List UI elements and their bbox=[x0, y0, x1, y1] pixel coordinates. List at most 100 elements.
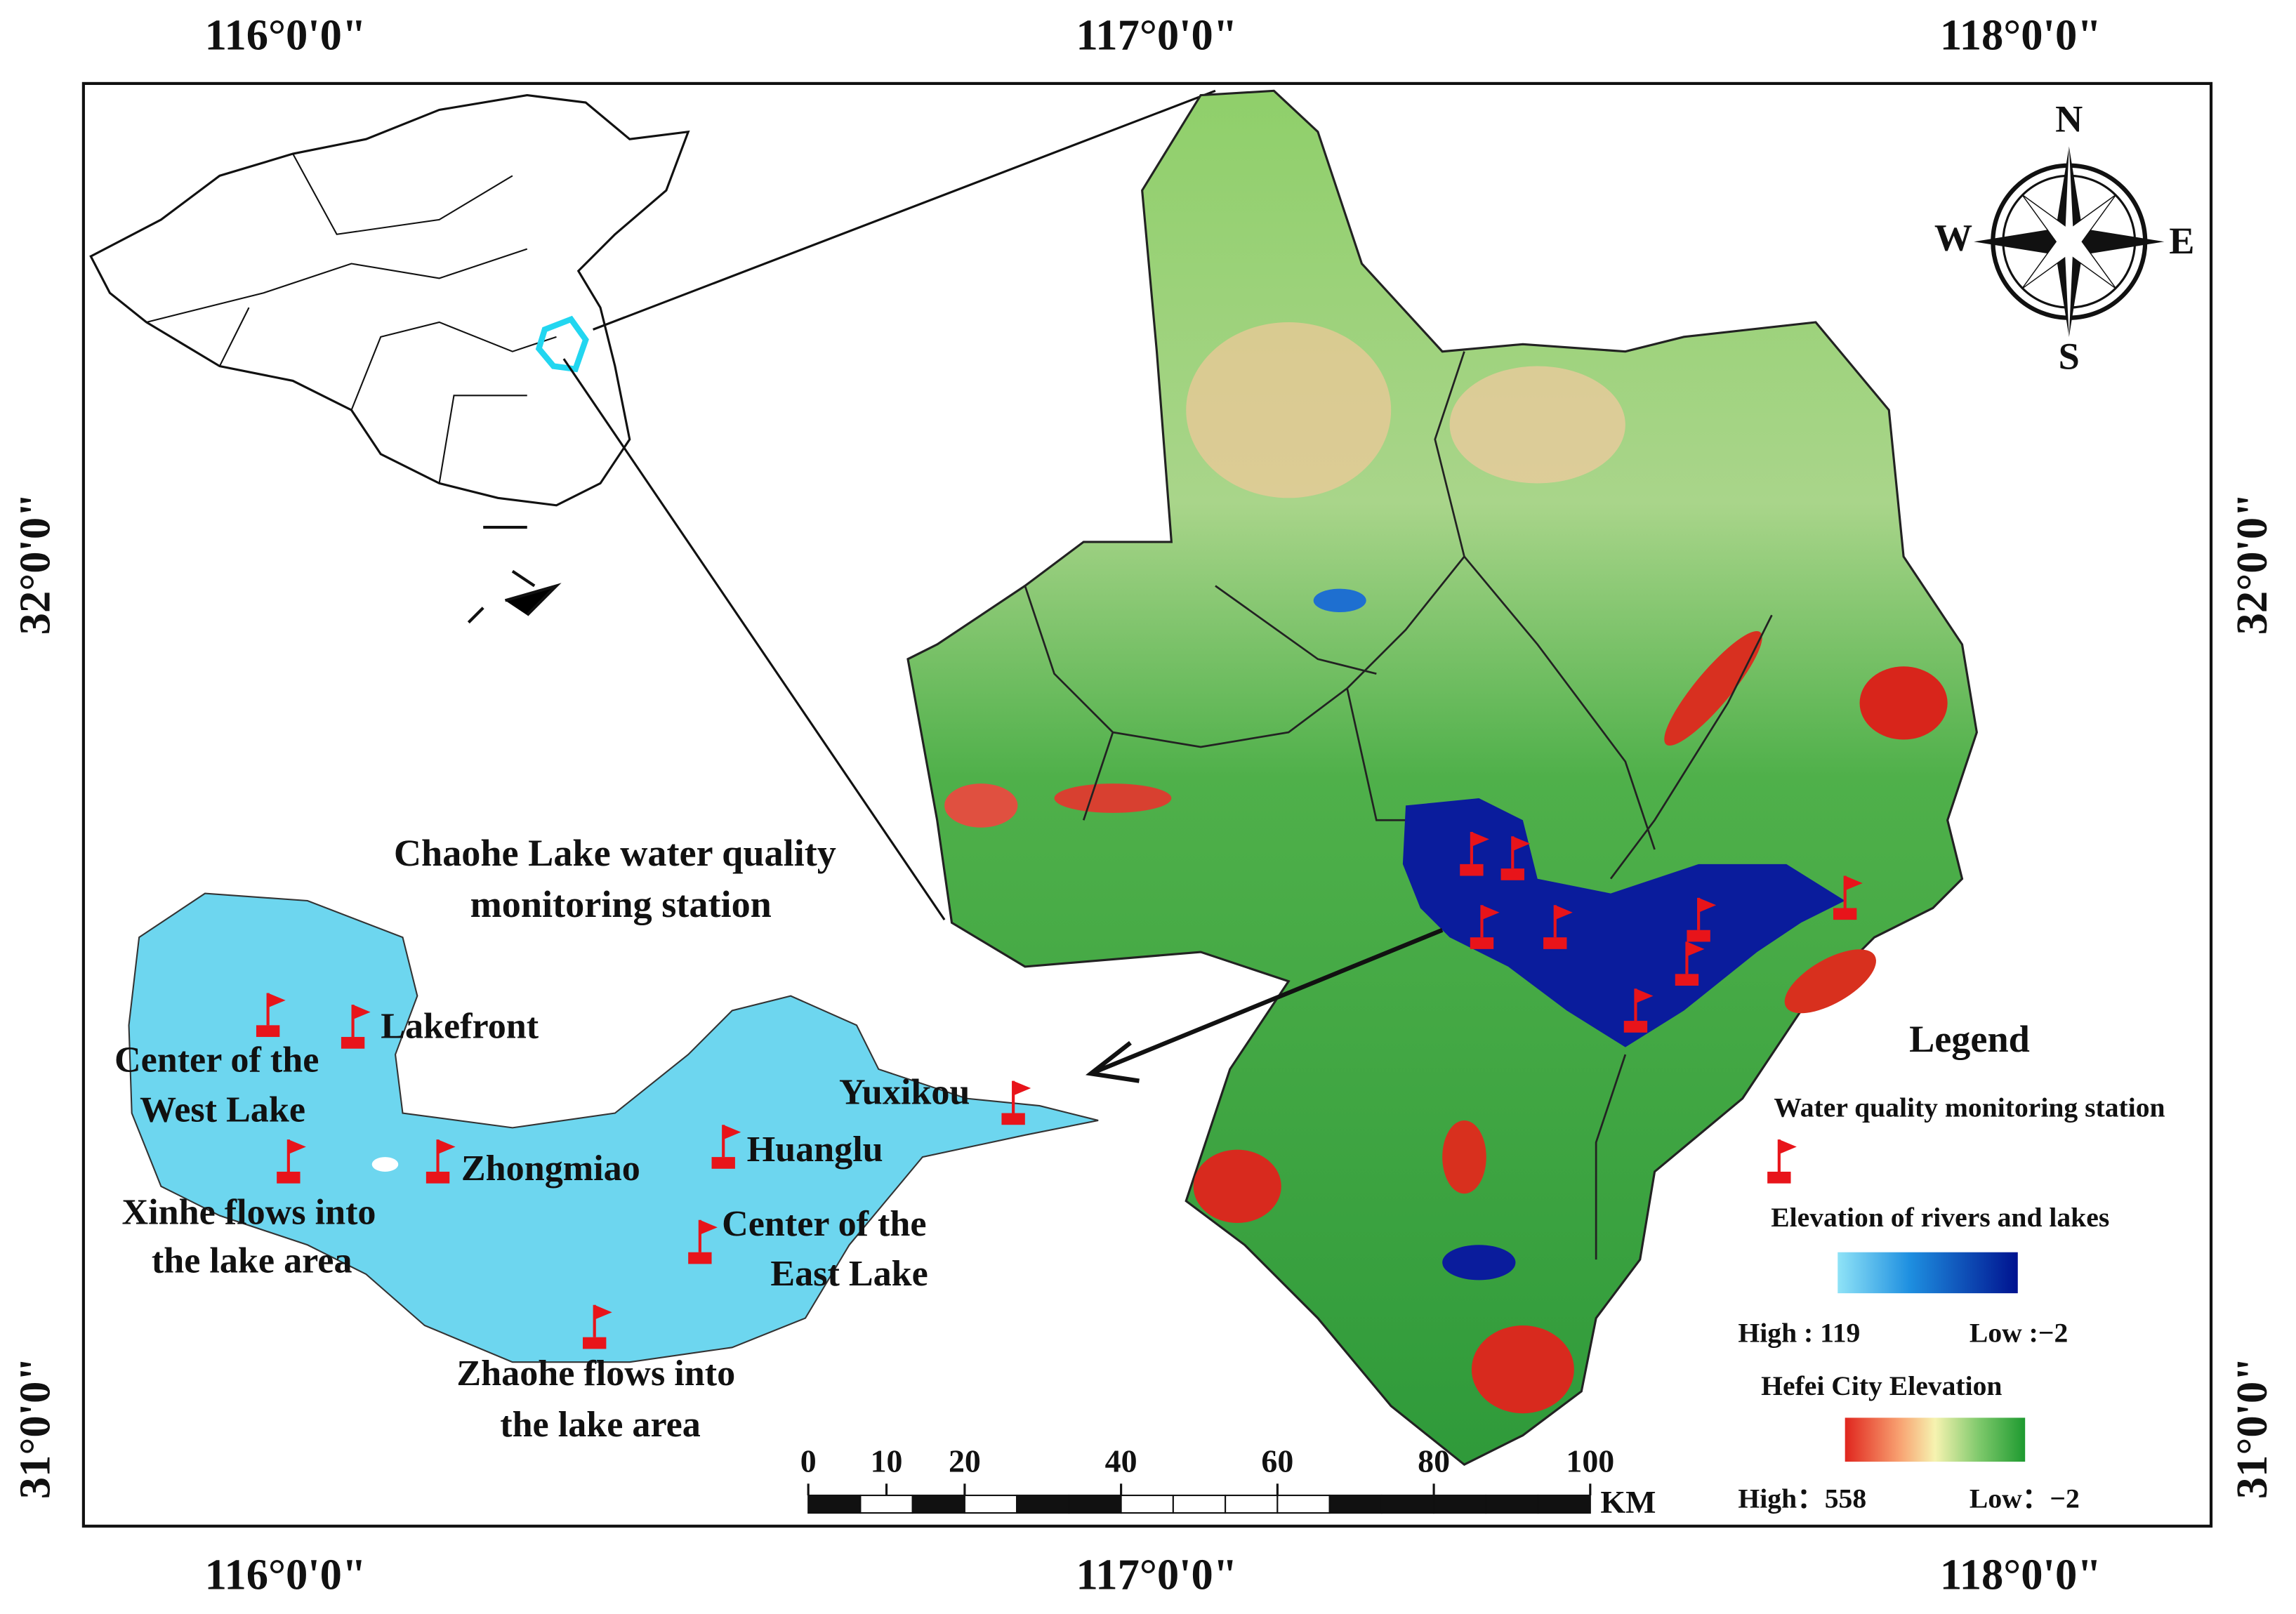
flag-base bbox=[341, 1037, 365, 1049]
flag-cloth bbox=[1512, 836, 1531, 852]
scale-segment bbox=[1328, 1494, 1383, 1514]
flag-base bbox=[1687, 930, 1710, 942]
station-flag bbox=[1623, 988, 1654, 1033]
flag-base bbox=[277, 1171, 301, 1184]
scale-segment bbox=[1120, 1494, 1174, 1514]
flag-cloth bbox=[699, 1219, 718, 1235]
flag-base bbox=[1543, 937, 1567, 949]
label: Chaohe Lake water quality bbox=[394, 832, 836, 874]
label: Huanglu bbox=[747, 1130, 883, 1170]
labels: 116°0'0" 116°0'0" 117°0'0" 117°0'0" 118°0'0"… bbox=[11, 11, 2276, 1599]
station-flag bbox=[1460, 831, 1489, 876]
flag-cloth bbox=[1635, 988, 1654, 1004]
label: 118°0'0" bbox=[1940, 1549, 2102, 1599]
label: 80 bbox=[1418, 1443, 1450, 1479]
label: Elevation of rivers and lakes bbox=[1771, 1202, 2109, 1233]
label: 118°0'0" bbox=[1940, 11, 2102, 60]
scale-segment bbox=[1485, 1494, 1539, 1514]
label: 20 bbox=[949, 1443, 981, 1479]
label: 32°0'0" bbox=[11, 493, 60, 635]
label: East Lake bbox=[770, 1254, 928, 1294]
label: High : 119 bbox=[1738, 1318, 1860, 1349]
label: Yuxikou bbox=[839, 1072, 970, 1112]
scale-segment bbox=[911, 1494, 965, 1514]
label: Lakefront bbox=[381, 1007, 539, 1047]
label: N bbox=[2055, 98, 2083, 140]
flag-cloth bbox=[1779, 1139, 1797, 1154]
zoom-lines bbox=[562, 89, 1216, 921]
flag-base bbox=[583, 1337, 607, 1349]
label: 31°0'0" bbox=[11, 1357, 60, 1499]
flag-base bbox=[1470, 937, 1494, 949]
island bbox=[371, 1157, 399, 1172]
station-flag bbox=[341, 1005, 371, 1049]
flag-cloth bbox=[1687, 941, 1705, 957]
flag-cloth bbox=[723, 1125, 741, 1140]
label: 116°0'0" bbox=[205, 11, 367, 60]
scale-segment bbox=[1172, 1494, 1227, 1514]
flag-cloth bbox=[288, 1139, 306, 1154]
scale-segment bbox=[1433, 1494, 1487, 1514]
label: West Lake bbox=[140, 1090, 305, 1130]
label: Legend bbox=[1909, 1018, 2030, 1060]
label: 117°0'0" bbox=[1076, 1549, 1237, 1599]
label: the lake area bbox=[500, 1405, 701, 1445]
label: Zhaohe flows into bbox=[456, 1354, 735, 1394]
label: Zhongmiao bbox=[461, 1149, 640, 1189]
rivers-ramp bbox=[1838, 1252, 2018, 1294]
label: 100 bbox=[1566, 1443, 1614, 1479]
station-flag bbox=[1767, 1139, 1797, 1184]
station-flag bbox=[425, 1139, 456, 1184]
label: Hefei City Elevation bbox=[1761, 1370, 2002, 1401]
station-flag bbox=[1833, 875, 1863, 920]
station-flag bbox=[1500, 836, 1531, 880]
label: Xinhe flows into bbox=[122, 1193, 376, 1233]
scale-segment bbox=[807, 1494, 862, 1514]
flag-base bbox=[711, 1157, 735, 1169]
label: 40 bbox=[1105, 1443, 1137, 1479]
station-flag bbox=[1543, 905, 1573, 949]
label: Center of the bbox=[722, 1204, 926, 1244]
flag-base bbox=[256, 1025, 280, 1038]
label: Low :−2 bbox=[1970, 1318, 2068, 1349]
station-flag bbox=[1001, 1080, 1031, 1125]
flag-base bbox=[688, 1252, 712, 1264]
scale-segment bbox=[1068, 1494, 1122, 1514]
station-flag bbox=[1675, 941, 1705, 986]
flag-cloth bbox=[1845, 875, 1863, 891]
label: the lake area bbox=[152, 1241, 352, 1281]
flag-base bbox=[1500, 868, 1524, 880]
flag-cloth bbox=[1482, 905, 1500, 920]
flag-base bbox=[1623, 1021, 1648, 1033]
label: 117°0'0" bbox=[1076, 11, 1237, 60]
label: monitoring station bbox=[470, 883, 772, 925]
scale-segment bbox=[1380, 1494, 1435, 1514]
label: 0 bbox=[800, 1443, 817, 1479]
flag-cloth bbox=[1555, 905, 1573, 920]
label: 32°0'0" bbox=[2227, 493, 2276, 635]
china-outline bbox=[89, 94, 690, 624]
label: 116°0'0" bbox=[205, 1549, 367, 1599]
flag-base bbox=[1767, 1171, 1791, 1184]
flag-base bbox=[425, 1171, 450, 1184]
station-flag bbox=[1470, 905, 1500, 949]
flag-cloth bbox=[1698, 897, 1717, 913]
arrow-head bbox=[1085, 1040, 1140, 1083]
compass bbox=[1974, 146, 2165, 337]
station-flag bbox=[711, 1125, 741, 1169]
flag-cloth bbox=[594, 1304, 612, 1320]
label: Center of the bbox=[114, 1040, 319, 1080]
scale-segment bbox=[859, 1494, 913, 1514]
arrow bbox=[1090, 927, 1444, 1076]
flag-base bbox=[1833, 908, 1857, 920]
label: Low：−2 bbox=[1970, 1483, 2080, 1514]
flag-base bbox=[1675, 974, 1699, 986]
scale-segment bbox=[1016, 1494, 1070, 1514]
label: E bbox=[2169, 220, 2194, 262]
label: 31°0'0" bbox=[2227, 1357, 2276, 1499]
flag-base bbox=[1460, 864, 1484, 876]
inset-lake bbox=[128, 892, 1099, 1363]
label: High：558 bbox=[1738, 1483, 1866, 1514]
